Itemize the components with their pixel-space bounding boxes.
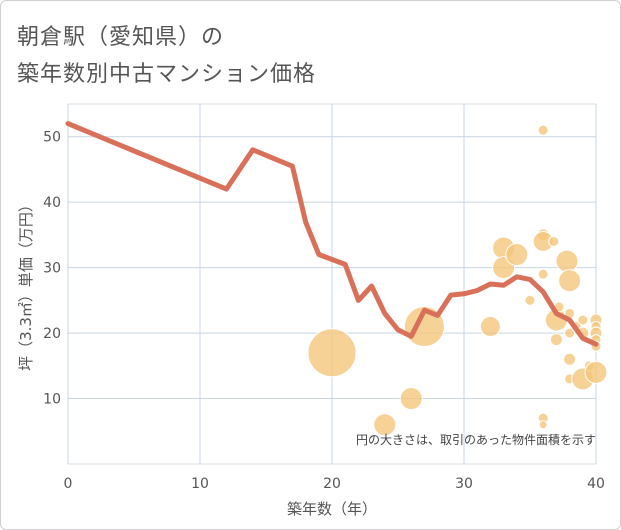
bubble-point xyxy=(537,124,549,136)
bubble-point xyxy=(537,268,549,280)
bubble-point xyxy=(548,235,560,247)
bubble-point xyxy=(373,413,397,437)
bubble-point xyxy=(479,316,501,338)
bubble-point xyxy=(549,333,563,347)
y-tick-label: 10 xyxy=(43,392,61,408)
bubble-point xyxy=(555,249,579,273)
bubble-point xyxy=(577,314,589,326)
bubble-point xyxy=(538,420,548,430)
bubble-size-note: 円の大きさは、取引のあった物件面積を示す xyxy=(356,432,596,447)
bubble-point xyxy=(399,387,423,411)
x-axis-label: 築年数（年） xyxy=(287,500,377,518)
bubble-point xyxy=(584,360,608,384)
y-axis-label: 坪（3.3㎡）単価（万円） xyxy=(17,197,35,371)
bubble-point xyxy=(524,294,536,306)
y-tick-label: 50 xyxy=(43,130,61,146)
x-tick-label: 20 xyxy=(323,476,341,492)
bubble-point xyxy=(563,352,577,366)
y-tick-label: 20 xyxy=(43,326,61,342)
average-price-line xyxy=(65,121,599,347)
y-tick-label: 40 xyxy=(43,195,61,211)
x-axis-ticks: 0 10 20 30 40 xyxy=(64,476,605,492)
bubble-point xyxy=(505,243,529,267)
y-axis-ticks: 10 20 30 40 50 xyxy=(43,130,61,408)
x-tick-label: 30 xyxy=(455,476,473,492)
y-tick-label: 30 xyxy=(43,261,61,277)
bubble-point xyxy=(307,328,357,378)
chart-title-line2: 築年数別中古マンション価格 xyxy=(17,62,317,87)
chart-title-line1: 朝倉駅（愛知県）の xyxy=(17,25,225,50)
x-tick-label: 10 xyxy=(191,476,209,492)
bubble-point xyxy=(558,269,582,293)
x-tick-label: 40 xyxy=(587,476,605,492)
bubble-point xyxy=(564,327,576,339)
x-tick-label: 0 xyxy=(64,476,73,492)
